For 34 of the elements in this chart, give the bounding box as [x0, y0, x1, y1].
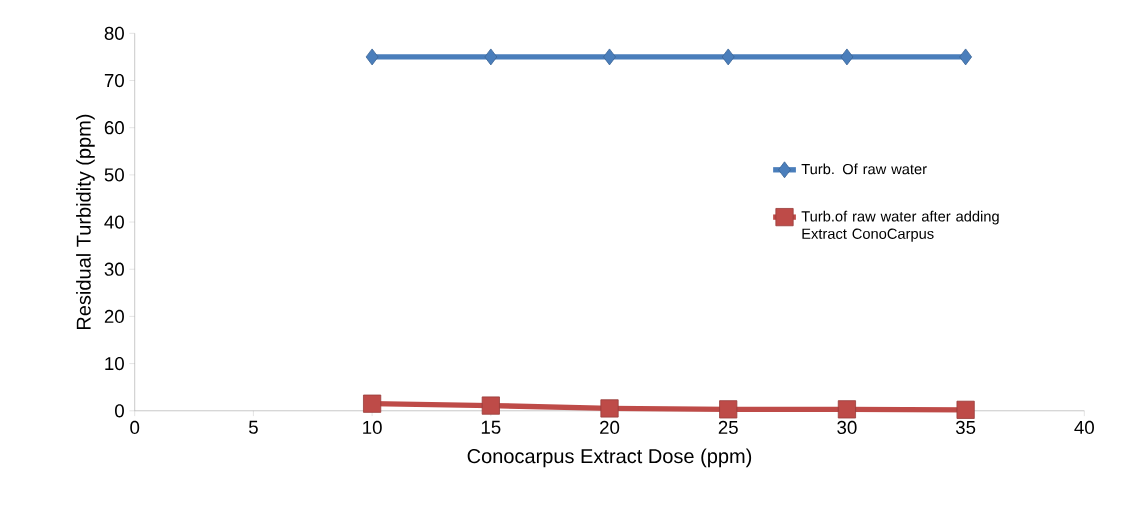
point: [721, 48, 735, 66]
x-tick-label: 0: [130, 420, 140, 435]
x-tick-label: 35: [955, 420, 976, 435]
point: [484, 48, 498, 66]
point: [363, 394, 382, 413]
y-tick-label: 60: [104, 121, 124, 135]
x-tick-label: 5: [248, 420, 258, 434]
x-tick-label: 15: [481, 420, 501, 434]
y-axis-title: Residual Turbidity (ppm): [76, 114, 95, 330]
x-axis-title: Conocarpus Extract Dose (ppm): [467, 448, 752, 468]
y-tick-label: 50: [104, 168, 124, 182]
legend-label: Turb. Of raw water: [801, 163, 927, 175]
point: [365, 48, 379, 66]
point: [959, 48, 973, 66]
y-tick-label: 10: [105, 357, 124, 371]
y-tick-label: 80: [104, 26, 124, 41]
x-tick-label: 25: [718, 420, 738, 435]
point: [600, 399, 619, 418]
point: [603, 48, 616, 66]
y-tick-label: 0: [115, 404, 124, 418]
x-tick-label: 20: [600, 420, 620, 435]
point: [956, 400, 975, 419]
y-tick-label: 70: [104, 73, 124, 88]
point: [837, 400, 856, 419]
point: [719, 400, 738, 419]
x-tick-label: 30: [837, 420, 857, 435]
point: [840, 48, 854, 66]
y-tick-label: 20: [104, 309, 124, 324]
legend-label: Turb.of raw water after adding Extract ConoCarpus: [801, 210, 999, 242]
x-tick-label: 10: [363, 420, 382, 435]
y-tick-label: 30: [104, 262, 124, 276]
point: [481, 396, 500, 415]
x-tick-label: 40: [1074, 420, 1094, 435]
y-tick-label: 40: [104, 215, 124, 229]
